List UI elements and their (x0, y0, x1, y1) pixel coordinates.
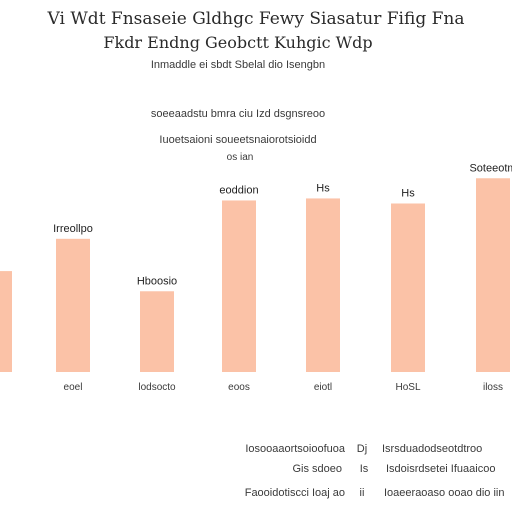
footer-note-1-right: Isrsduadodseotdtroo (382, 443, 482, 455)
bar-4 (306, 198, 340, 372)
bar-value-label-3: eoddion (219, 184, 258, 196)
footer-note-1-left: Iosooaaortsoioofuoa (245, 443, 346, 455)
bar-3 (222, 200, 256, 372)
annotation-line-1: soeeaadstu bmra ciu Izd dsgnsreoo (151, 108, 325, 120)
chart-title-line-1: Vi Wdt Fnsaseie Gldhgc Fewy Siasatur Fif… (47, 9, 465, 29)
bar-2 (140, 291, 174, 372)
bar-value-label-1: Irreollpo (53, 223, 93, 235)
annotation-line-3: os ian (227, 152, 254, 163)
category-label-2: lodsocto (138, 382, 176, 393)
bar-6 (476, 178, 510, 372)
category-label-5: HoSL (395, 382, 420, 393)
footer-note-3-mid: ii (360, 487, 365, 499)
category-label-3: eoos (228, 382, 250, 393)
bar-1 (56, 238, 90, 372)
bar-value-label-6: Soteeotm (469, 162, 512, 174)
footer-note-1-mid: Dj (357, 443, 367, 455)
bar-5 (391, 203, 425, 372)
footer-note-2-left: Gis sdoeo (292, 463, 342, 475)
chart-subtitle: Inmaddle ei sbdt Sbelal dio Isengbn (151, 59, 325, 71)
footer-note-2-mid: Is (360, 463, 369, 475)
annotation-line-2: Iuoetsaioni soueetsnaiorotsioidd (159, 134, 316, 146)
footer-note-3-right: Ioaeeraoaso ooao dio iin (384, 487, 504, 499)
bar-value-label-4: Hs (316, 182, 330, 194)
footer-note-3-left: Faooidotiscci Ioaj ao (245, 487, 345, 499)
category-label-4: eiotl (314, 382, 332, 393)
bars-layer: Irreollpo eoel Hboosio lodsocto eoddion eoos H… (0, 162, 512, 393)
category-label-1: eoel (64, 382, 83, 393)
bar-value-label-5: Hs (401, 187, 415, 199)
bar-0 (0, 271, 12, 372)
footer-note-2-right: Isdoisrdsetei Ifuaaicoo (386, 463, 495, 475)
footer-notes: Iosooaaortsoioofuoa Dj Isrsduadodseotdtr… (245, 443, 505, 499)
bar-value-label-2: Hboosio (137, 275, 177, 287)
chart-title-line-2: Fkdr Endng Geobctt Kuhgic Wdp (103, 33, 372, 52)
category-label-6: iloss (483, 382, 503, 393)
